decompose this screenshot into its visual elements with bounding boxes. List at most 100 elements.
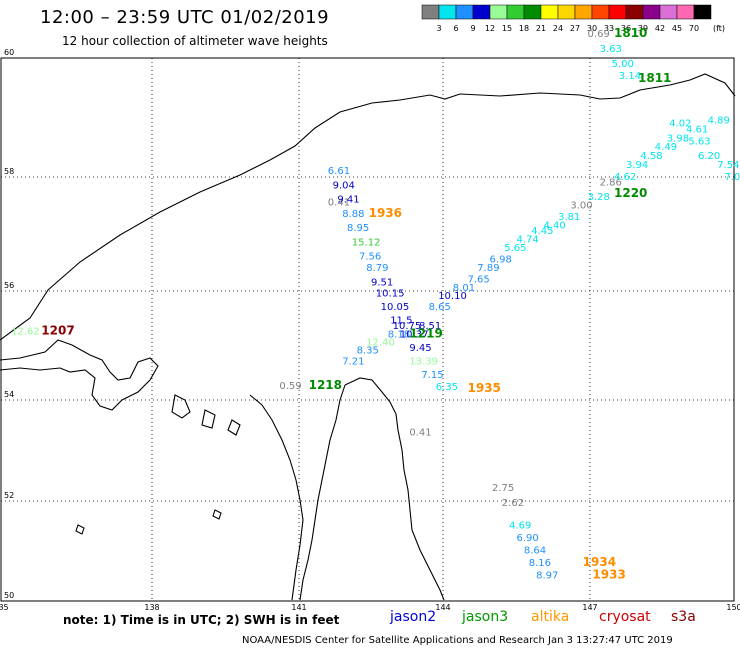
small-islands bbox=[75, 394, 241, 535]
latitude-label: 54 bbox=[4, 390, 14, 399]
pass-time-label: 1935 bbox=[468, 381, 501, 395]
wave-height-value: 4.58 bbox=[640, 151, 662, 162]
wave-height-value: 4.40 bbox=[543, 220, 565, 231]
wave-height-value: 8.01 bbox=[453, 283, 475, 294]
wave-height-value: 5.63 bbox=[688, 136, 710, 147]
latitude-label: 56 bbox=[4, 281, 14, 290]
wave-height-value: 8.65 bbox=[429, 302, 451, 313]
pass-time-label: 1219 bbox=[409, 326, 442, 340]
latitude-label: 58 bbox=[4, 167, 14, 176]
longitude-label: 141 bbox=[291, 603, 306, 612]
wave-height-value: 4.61 bbox=[686, 124, 708, 135]
wave-height-value: 6.61 bbox=[328, 166, 350, 177]
scale-unit-label: (ft) bbox=[713, 24, 725, 33]
scale-tick-label: 45 bbox=[672, 24, 682, 33]
wave-height-value: 3.63 bbox=[600, 44, 622, 55]
mission-altika: altika bbox=[531, 609, 570, 625]
scale-swatch bbox=[693, 4, 712, 20]
wave-height-value: 6.90 bbox=[517, 533, 539, 544]
scale-tick-label: 42 bbox=[655, 24, 665, 33]
mission-cryosat: cryosat bbox=[599, 609, 651, 625]
wave-height-value: 8.35 bbox=[357, 346, 379, 357]
wave-height-value: 8.79 bbox=[366, 263, 388, 274]
wave-height-value: 7.21 bbox=[342, 357, 364, 368]
wave-height-value: 15.12 bbox=[352, 237, 381, 248]
pass-time-label: 1933 bbox=[592, 568, 625, 582]
map-title: 12:00 – 23:59 UTC 01/02/2019 bbox=[40, 7, 330, 28]
pass-time-label: 1220 bbox=[614, 186, 647, 200]
wave-height-value: 12.40 bbox=[366, 338, 395, 349]
scale-tick-label: 6 bbox=[453, 24, 458, 33]
scale-tick-label: 18 bbox=[519, 24, 529, 33]
longitude-label: 144 bbox=[435, 603, 450, 612]
wave-height-value: 4.69 bbox=[509, 521, 531, 532]
wave-height-value: 4.89 bbox=[708, 115, 730, 126]
wave-height-value: 5.65 bbox=[504, 243, 526, 254]
pass-time-label: 1934 bbox=[583, 555, 616, 569]
wave-height-value: 4.74 bbox=[517, 235, 539, 246]
footer-note: note: 1) Time is in UTC; 2) SWH is in fe… bbox=[63, 613, 340, 627]
wave-height-value: 7.56 bbox=[359, 252, 381, 263]
scale-tick-label: 3 bbox=[436, 24, 441, 33]
coastline bbox=[0, 73, 736, 601]
wave-height-value: 8.95 bbox=[347, 223, 369, 234]
mission-s3a: s3a bbox=[671, 609, 696, 625]
map-subtitle: 12 hour collection of altimeter wave hei… bbox=[62, 34, 328, 48]
latitude-label: 52 bbox=[4, 491, 14, 500]
wave-height-value: 13.39 bbox=[409, 357, 438, 368]
wave-height-value: 10.15 bbox=[376, 288, 405, 299]
latitude-labels: 60 58 56 54 52 50 bbox=[4, 48, 14, 600]
scale-tick-label: 9 bbox=[470, 24, 475, 33]
wave-height-value: 9.04 bbox=[333, 180, 355, 191]
graticule-grid bbox=[0, 57, 735, 602]
wave-height-value: 10.75 bbox=[393, 321, 422, 332]
wave-height-value: 8.18 bbox=[388, 329, 410, 340]
latitude-label: 50 bbox=[4, 591, 14, 600]
longitude-label: 147 bbox=[582, 603, 597, 612]
wave-height-value: 7.15 bbox=[421, 370, 443, 381]
wave-height-value: 4.02 bbox=[669, 118, 691, 129]
tatar-strait-coast bbox=[249, 394, 304, 601]
pass-time-label: 1810 bbox=[614, 26, 647, 40]
wave-height-value: 2.62 bbox=[502, 498, 524, 509]
scale-tick-label: 39 bbox=[638, 24, 648, 33]
wave-height-value: 3.94 bbox=[626, 160, 648, 171]
wave-height-value: 10.37 bbox=[400, 329, 429, 340]
scale-tick-label: 70 bbox=[689, 24, 699, 33]
wave-height-value: 10.05 bbox=[381, 302, 410, 313]
mission-jason3: jason3 bbox=[462, 609, 509, 625]
wave-height-value: 7.0 bbox=[724, 172, 740, 183]
pass-time-label: 1207 bbox=[41, 324, 74, 338]
wave-height-value: 6.98 bbox=[490, 255, 512, 266]
wave-height-value: 9.51 bbox=[371, 277, 393, 288]
scale-tick-label: 15 bbox=[502, 24, 512, 33]
wave-height-value: 0.69 bbox=[588, 29, 610, 40]
north-coastline bbox=[0, 73, 736, 341]
wave-height-value: 8.16 bbox=[529, 558, 551, 569]
wave-height-value: 5.00 bbox=[612, 59, 634, 70]
pass-time-label: 1811 bbox=[638, 71, 671, 85]
wave-height-value: 0.41 bbox=[328, 198, 350, 209]
wave-height-value: 9.41 bbox=[337, 195, 359, 206]
latitude-label: 60 bbox=[4, 48, 14, 57]
wave-height-value: 6.20 bbox=[698, 151, 720, 162]
wave-height-value: 6.35 bbox=[436, 382, 458, 393]
sakhalin-island bbox=[299, 377, 445, 601]
scale-tick-label: 36 bbox=[621, 24, 631, 33]
west-coastline bbox=[0, 339, 159, 411]
wave-height-value: 12.62 bbox=[11, 327, 40, 338]
wave-height-value: 9.45 bbox=[409, 343, 431, 354]
longitude-labels: 135 138 141 144 147 150 bbox=[0, 603, 740, 612]
wave-height-value: 3.28 bbox=[588, 192, 610, 203]
wave-height-value: 3.81 bbox=[558, 212, 580, 223]
wave-height-value: 2.75 bbox=[492, 483, 514, 494]
wave-height-color-scale: 3 6 9 12 15 18 21 24 27 30 33 36 39 42 45 70 (ft) bbox=[421, 4, 725, 33]
wave-height-value: 8.64 bbox=[524, 546, 546, 557]
wave-height-value: 8.88 bbox=[342, 209, 364, 220]
longitude-label: 150 bbox=[726, 603, 740, 612]
wave-height-value: 3.00 bbox=[570, 200, 592, 211]
scale-tick-label: 21 bbox=[536, 24, 546, 33]
wave-height-value: 7.54 bbox=[717, 160, 739, 171]
wave-height-value: 4.62 bbox=[614, 172, 636, 183]
